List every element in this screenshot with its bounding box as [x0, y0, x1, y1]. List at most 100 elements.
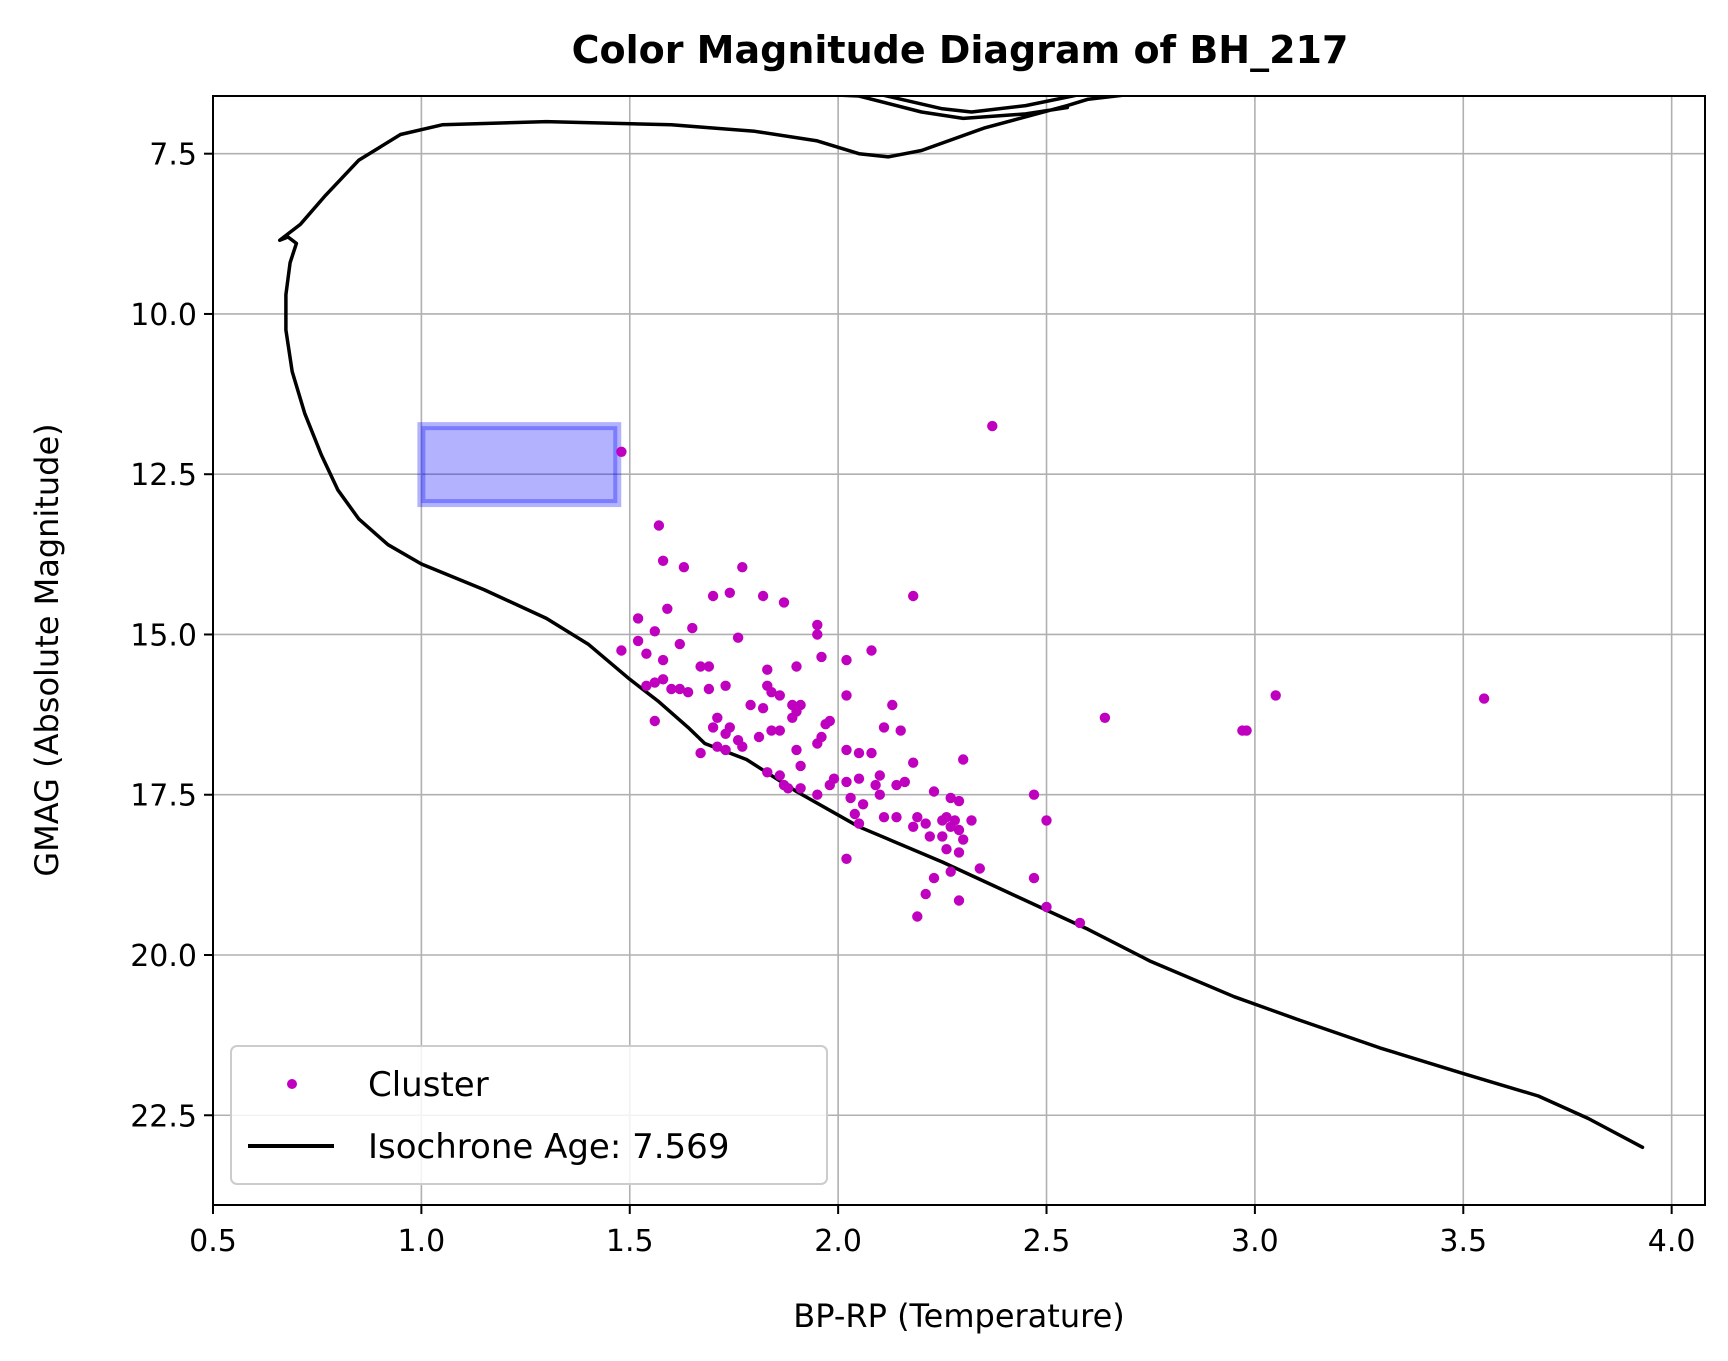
cluster-point	[732, 735, 744, 746]
cluster-point	[912, 812, 923, 823]
y-tick-label: 20.0	[130, 939, 197, 974]
cluster-point	[707, 722, 719, 733]
cluster-point	[1270, 690, 1281, 701]
cluster-point	[795, 760, 806, 772]
cluster-point	[724, 587, 735, 598]
plot-area	[277, 96, 1645, 1150]
cluster-point	[866, 645, 877, 656]
cluster-point	[941, 844, 952, 855]
cluster-point	[778, 597, 790, 608]
cluster-point	[958, 754, 969, 765]
cluster-point	[849, 808, 860, 820]
cluster-point	[987, 420, 998, 432]
cluster-point	[720, 744, 731, 756]
cluster-point	[762, 664, 773, 675]
highlight-box	[417, 422, 622, 508]
cluster-point	[874, 770, 885, 781]
cluster-point	[632, 635, 644, 647]
cluster-point	[887, 699, 898, 711]
x-tick-label: 0.5	[189, 1224, 237, 1259]
cluster-point	[632, 613, 644, 624]
cluster-point	[945, 866, 956, 877]
cluster-point	[766, 687, 777, 698]
cluster-point	[766, 725, 777, 736]
cluster-point	[891, 779, 902, 791]
cluster-point	[712, 712, 723, 723]
x-tick-label: 2.0	[814, 1224, 862, 1259]
cluster-point	[828, 773, 840, 784]
isochrone-line	[277, 96, 1645, 1150]
cluster-point	[853, 747, 865, 759]
x-tick-label: 1.0	[398, 1224, 446, 1259]
x-tick-label: 4.0	[1648, 1224, 1696, 1259]
cluster-point	[899, 776, 910, 788]
cluster-point	[695, 747, 706, 759]
cluster-point	[616, 645, 627, 656]
cluster-point	[703, 683, 715, 695]
cluster-point	[687, 622, 698, 634]
cluster-point	[732, 632, 744, 643]
x-tick-label: 2.5	[1023, 1224, 1071, 1259]
x-axis-label: BP-RP (Temperature)	[793, 1297, 1124, 1335]
cluster-point	[824, 715, 835, 727]
cluster-point	[662, 603, 673, 614]
cluster-point	[941, 812, 952, 823]
cluster-point	[816, 651, 827, 663]
highlight-box-layer	[417, 422, 622, 508]
cluster-point	[841, 654, 852, 666]
cluster-point	[1478, 693, 1490, 704]
x-tick-label: 3.5	[1439, 1224, 1487, 1259]
cluster-point	[1028, 872, 1040, 884]
cluster-point	[812, 789, 823, 800]
cluster-point	[853, 773, 865, 784]
cluster-point	[745, 699, 756, 711]
cluster-point	[953, 895, 965, 906]
cluster-point	[753, 731, 765, 743]
cluster-point	[641, 648, 652, 659]
cluster-point	[1074, 917, 1086, 929]
x-axis-ticks: 0.5 1.0 1.5 2.0 2.5 3.0 3.5 4.0	[189, 1205, 1696, 1259]
cluster-point	[974, 863, 985, 874]
cluster-point	[649, 626, 660, 637]
cluster-point	[657, 654, 669, 666]
cluster-point	[812, 619, 823, 631]
cluster-point	[653, 520, 665, 531]
y-tick-label: 12.5	[130, 458, 197, 493]
cluster-point	[841, 853, 852, 864]
cluster-point	[720, 728, 731, 739]
cluster-point	[924, 831, 935, 842]
cluster-point	[908, 590, 919, 602]
cluster-point	[1099, 712, 1111, 723]
y-tick-label: 7.5	[149, 138, 197, 173]
cluster-point	[762, 767, 773, 778]
y-tick-label: 15.0	[130, 618, 197, 653]
cluster-point	[641, 680, 652, 691]
cluster-point	[791, 661, 802, 672]
cluster-point	[666, 683, 677, 695]
cluster-point	[657, 555, 669, 566]
cluster-point	[1028, 789, 1040, 800]
cluster-scatter-layer	[616, 420, 1490, 929]
cluster-point	[812, 738, 823, 749]
cluster-point	[866, 747, 877, 759]
cluster-point	[945, 792, 956, 804]
cluster-point	[953, 824, 965, 836]
cluster-point	[674, 638, 685, 650]
y-tick-label: 22.5	[130, 1099, 197, 1134]
chart-title: Color Magnitude Diagram of BH_217	[572, 28, 1349, 72]
cluster-point	[1041, 815, 1052, 826]
cluster-point	[1241, 725, 1252, 736]
legend: Cluster Isochrone Age: 7.569	[230, 1045, 828, 1185]
x-tick-label: 1.5	[606, 1224, 654, 1259]
cluster-point	[841, 744, 852, 756]
cluster-point	[712, 741, 723, 752]
y-axis-label: GMAG (Absolute Magnitude)	[28, 423, 66, 876]
cluster-point	[895, 725, 906, 736]
cluster-point	[953, 847, 965, 858]
x-tick-label: 3.0	[1231, 1224, 1279, 1259]
cluster-point	[682, 687, 694, 698]
legend-frame	[230, 1045, 828, 1185]
cluster-point	[795, 783, 806, 794]
cluster-point	[920, 888, 931, 900]
